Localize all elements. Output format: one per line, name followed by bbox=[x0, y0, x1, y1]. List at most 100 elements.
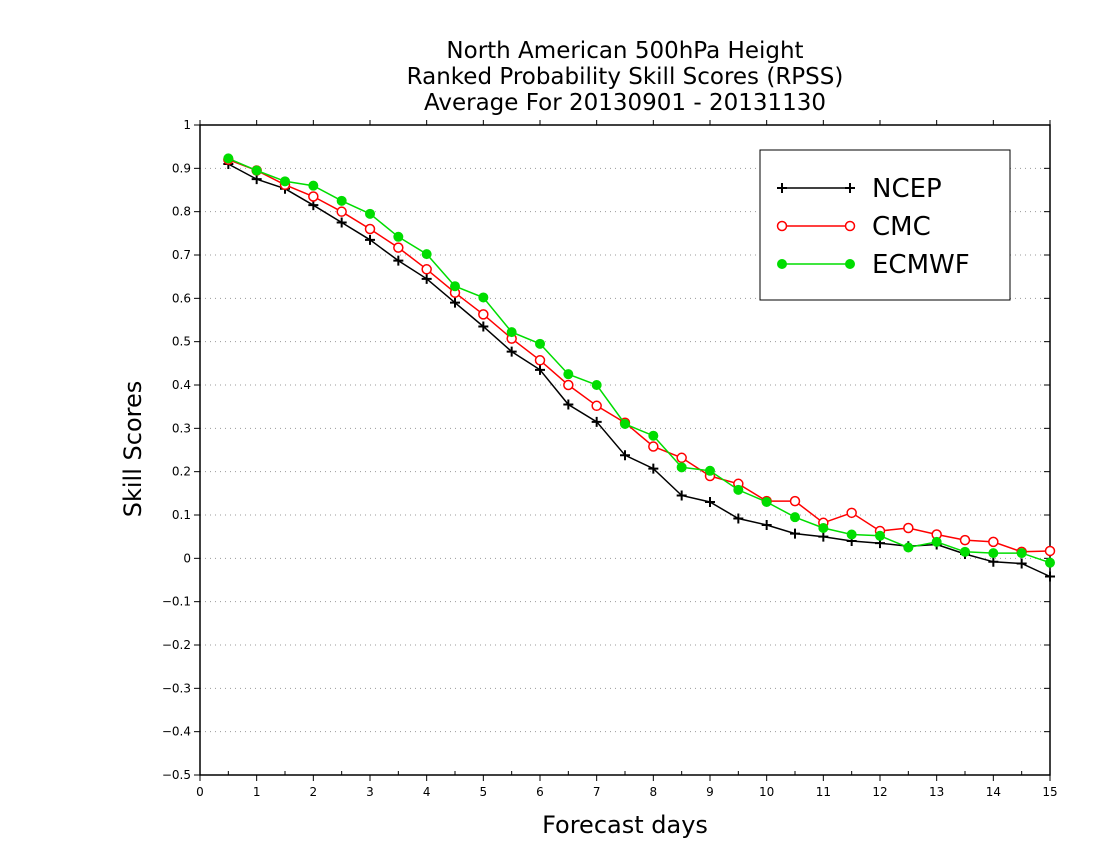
legend-marker-ecmwf bbox=[845, 259, 855, 269]
data-point-ncep bbox=[591, 416, 602, 427]
data-point-cmc bbox=[988, 536, 999, 548]
data-point-cmc bbox=[591, 400, 602, 412]
x-tick-label: 5 bbox=[480, 785, 488, 799]
data-point-ecmwf bbox=[535, 338, 545, 349]
data-point-ncep bbox=[761, 519, 772, 530]
data-point-ncep bbox=[648, 463, 659, 474]
data-point-ncep bbox=[336, 217, 347, 228]
data-point-ecmwf bbox=[1016, 548, 1027, 559]
data-point-ecmwf bbox=[1045, 557, 1055, 568]
y-tick-label: 0.9 bbox=[172, 161, 191, 175]
x-tick-label: 13 bbox=[929, 785, 944, 799]
data-point-cmc bbox=[364, 223, 376, 235]
data-point-ncep bbox=[251, 174, 262, 185]
legend-item-ncep: NCEP bbox=[777, 174, 942, 204]
data-point-ecmwf bbox=[676, 462, 687, 473]
data-point-ncep bbox=[478, 321, 489, 332]
legend-box bbox=[759, 149, 1011, 301]
data-point-ecmwf bbox=[988, 548, 999, 559]
data-point-ecmwf bbox=[450, 281, 460, 292]
data-point-ecmwf bbox=[761, 497, 772, 507]
data-point-cmc bbox=[903, 522, 914, 534]
data-point-ncep bbox=[790, 528, 800, 539]
y-tick-label: 0.5 bbox=[172, 335, 191, 349]
x-tick-label: 6 bbox=[536, 785, 544, 799]
data-point-ncep bbox=[988, 556, 999, 567]
data-point-cmc bbox=[393, 242, 404, 253]
y-tick-label: −0.4 bbox=[162, 725, 191, 739]
data-point-cmc bbox=[846, 507, 857, 519]
y-axis-label: Skill Scores bbox=[119, 381, 147, 518]
legend: NCEP CMC ECMWF bbox=[759, 149, 1011, 301]
data-point-ecmwf bbox=[733, 484, 744, 495]
data-point-ecmwf bbox=[875, 530, 885, 541]
data-point-ncep bbox=[535, 364, 545, 375]
title-line: Average For 20130901 - 20131130 bbox=[424, 90, 826, 116]
data-point-cmc bbox=[534, 355, 546, 366]
data-point-ecmwf bbox=[705, 465, 715, 476]
data-point-ncep bbox=[818, 531, 829, 542]
legend-label-cmc: CMC bbox=[872, 212, 931, 242]
data-point-ecmwf bbox=[818, 523, 829, 533]
data-point-ecmwf bbox=[648, 430, 659, 441]
legend-label-ncep: NCEP bbox=[872, 174, 942, 204]
title-line: Ranked Probability Skill Scores (RPSS) bbox=[407, 64, 844, 90]
y-tick-label: −0.1 bbox=[162, 595, 191, 609]
data-point-cmc bbox=[563, 379, 574, 391]
x-tick-label: 11 bbox=[816, 785, 831, 799]
data-point-ncep bbox=[421, 273, 432, 284]
y-tick-label: 0.1 bbox=[172, 508, 191, 522]
data-point-ecmwf bbox=[280, 176, 290, 187]
y-tick-label: −0.5 bbox=[162, 768, 191, 782]
data-point-ecmwf bbox=[790, 512, 800, 523]
y-tick-label: −0.3 bbox=[162, 681, 191, 695]
series-ecmwf bbox=[223, 153, 1055, 568]
data-point-ecmwf bbox=[308, 180, 319, 191]
data-point-cmc bbox=[308, 191, 319, 202]
series-layer bbox=[223, 153, 1056, 582]
data-point-cmc bbox=[1044, 545, 1056, 557]
data-point-ncep bbox=[1016, 558, 1027, 569]
y-tick-label: 1 bbox=[183, 118, 191, 132]
x-tick-label: 4 bbox=[423, 785, 431, 799]
x-tick-label: 2 bbox=[310, 785, 318, 799]
x-tick-label: 10 bbox=[759, 785, 774, 799]
data-point-ecmwf bbox=[393, 231, 404, 242]
x-tick-label: 3 bbox=[366, 785, 374, 799]
x-tick-label: 0 bbox=[196, 785, 204, 799]
data-point-ecmwf bbox=[846, 529, 857, 540]
x-tick-label: 9 bbox=[706, 785, 714, 799]
legend-item-cmc: CMC bbox=[776, 212, 931, 242]
y-tick-label: 0 bbox=[183, 551, 191, 565]
title-line: North American 500hPa Height bbox=[446, 38, 803, 64]
x-tick-label: 15 bbox=[1042, 785, 1057, 799]
data-point-ncep bbox=[506, 346, 517, 357]
data-point-ncep bbox=[563, 399, 574, 410]
legend-marker-cmc bbox=[844, 220, 856, 232]
data-point-cmc bbox=[676, 452, 687, 464]
data-point-ecmwf bbox=[591, 380, 602, 390]
x-tick-label: 8 bbox=[650, 785, 658, 799]
data-point-ncep bbox=[308, 200, 319, 211]
x-tick-label: 7 bbox=[593, 785, 601, 799]
data-point-cmc bbox=[959, 534, 971, 546]
legend-label-ecmwf: ECMWF bbox=[872, 250, 970, 280]
data-point-ecmwf bbox=[563, 369, 574, 380]
data-point-ecmwf bbox=[478, 292, 489, 303]
data-point-ecmwf bbox=[223, 153, 234, 164]
data-point-cmc bbox=[789, 495, 801, 507]
x-axis-label: Forecast days bbox=[542, 811, 708, 839]
y-tick-label: 0.7 bbox=[172, 248, 191, 262]
data-point-ecmwf bbox=[903, 542, 914, 553]
data-point-cmc bbox=[336, 206, 347, 217]
x-tick-label: 14 bbox=[986, 785, 1001, 799]
data-point-ecmwf bbox=[620, 419, 630, 429]
data-point-ncep bbox=[1045, 571, 1055, 582]
data-point-ncep bbox=[365, 234, 375, 245]
data-point-ecmwf bbox=[365, 208, 375, 219]
data-point-ncep bbox=[733, 513, 744, 524]
legend-marker-ncep bbox=[845, 183, 855, 193]
axes-layer: 1 0.9 0.8 0.7 0.6 0.5 0.4 0.3 0.2 0.1 0 −0.1 −0.2 −0.… bbox=[162, 118, 1058, 799]
